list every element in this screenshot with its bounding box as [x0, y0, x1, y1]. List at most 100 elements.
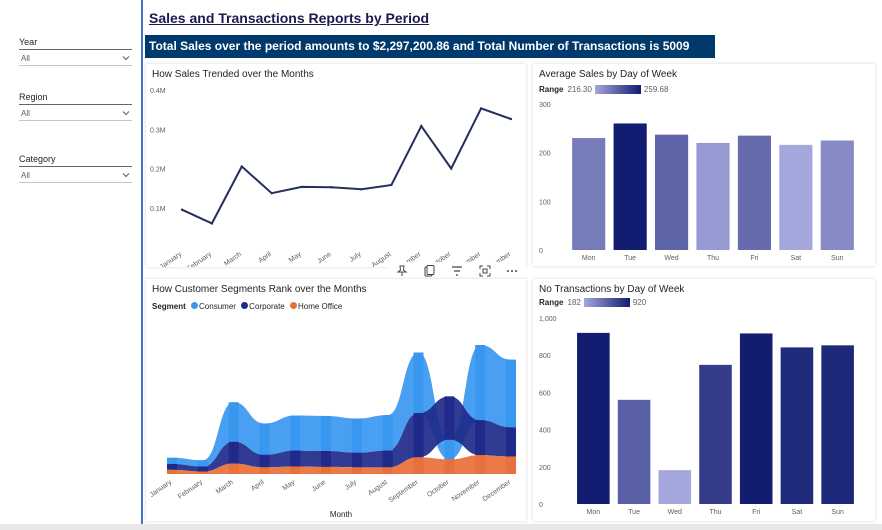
sales-trend-chart: 0.1M 0.2M 0.3M 0.4M January February March Apri…	[150, 88, 513, 267]
bar-mon	[572, 138, 606, 250]
transactions-range-legend: Range 182 920	[539, 298, 646, 307]
segment-column	[321, 451, 332, 467]
y-tick-label: 300	[539, 102, 551, 109]
x-tick-label: October	[426, 479, 451, 499]
x-tick-label: September	[388, 479, 421, 505]
sales-trend-card[interactable]: How Sales Trended over the Months 0.1M 0.…	[146, 64, 526, 267]
copy-icon[interactable]	[422, 264, 436, 278]
segment-column	[167, 469, 177, 474]
sidebar-divider	[141, 0, 143, 524]
sales-point	[240, 165, 244, 168]
segment-column	[413, 413, 424, 458]
segment-column	[321, 415, 332, 452]
segment-column	[228, 402, 239, 442]
avg-sales-dow-card[interactable]: Average Sales by Day of Week Range 216.3…	[533, 64, 875, 266]
sales-point	[300, 185, 303, 189]
bar-tue	[613, 123, 647, 250]
chevron-down-icon	[122, 56, 130, 61]
x-tick-label: Sun	[831, 509, 844, 516]
x-tick-label: February	[186, 251, 213, 267]
bar-mon	[577, 332, 610, 504]
x-tick-label: February	[177, 479, 204, 501]
segment-column	[475, 455, 486, 474]
x-tick-label: Sun	[831, 255, 844, 262]
segment-column	[382, 467, 393, 474]
y-tick-label: 0	[539, 248, 543, 255]
x-tick-label: April	[250, 479, 266, 493]
bar-thu	[699, 364, 732, 504]
transactions-title: No Transactions by Day of Week	[539, 284, 685, 295]
segment-column	[444, 396, 455, 440]
segment-column	[197, 460, 208, 467]
segment-column	[382, 415, 393, 451]
legend-home-office[interactable]: Home Office	[297, 302, 343, 311]
segment-column	[290, 450, 301, 467]
sales-line	[181, 107, 512, 225]
range-max-label: 259.68	[643, 85, 669, 94]
segment-column	[413, 352, 424, 414]
x-tick-label: July	[344, 479, 359, 492]
segment-column	[259, 454, 270, 468]
segment-column	[351, 418, 362, 453]
segments-chart: January February March April May June July Augu…	[149, 345, 516, 519]
sales-point	[210, 222, 214, 225]
region-slicer: Region All	[19, 92, 132, 121]
segment-column	[506, 359, 516, 428]
bar-fri	[737, 135, 771, 250]
y-tick-label: 400	[539, 428, 551, 435]
range-legend-label: Range	[539, 298, 564, 307]
x-tick-label: Thu	[709, 509, 721, 516]
sales-point	[509, 117, 513, 121]
transactions-chart: 0 200 400 600 800 1,000 Mon Tue Wed Thu Fri Sat Sun	[539, 316, 854, 516]
year-slicer: Year All	[19, 37, 132, 66]
bar-sat	[780, 347, 814, 504]
y-tick-label: 0.4M	[150, 88, 166, 95]
focus-mode-icon[interactable]	[478, 264, 492, 278]
category-dropdown-value: All	[21, 171, 30, 180]
segment-column	[321, 466, 332, 474]
y-tick-label: 100	[539, 199, 551, 206]
year-dropdown[interactable]: All	[19, 53, 132, 66]
bar-sun	[820, 140, 854, 250]
segment-column	[444, 439, 455, 460]
y-tick-label: 200	[539, 151, 551, 158]
x-tick-label: Mon	[587, 509, 601, 516]
pin-icon[interactable]	[395, 264, 409, 278]
chevron-down-icon	[122, 173, 130, 178]
transactions-dow-card[interactable]: No Transactions by Day of Week Range 182…	[533, 279, 875, 521]
category-dropdown[interactable]: All	[19, 170, 132, 183]
segment-column	[228, 441, 239, 464]
x-tick-label: January	[149, 479, 174, 499]
bar-sat	[779, 144, 813, 250]
segment-column	[197, 471, 208, 474]
range-gradient	[583, 298, 630, 307]
segments-title: How Customer Segments Rank over the Mont…	[152, 284, 367, 295]
x-tick-label: March	[223, 251, 243, 267]
segment-column	[290, 466, 301, 474]
segment-column	[506, 456, 516, 474]
legend-corporate[interactable]: Corporate	[249, 302, 285, 311]
x-tick-label: December	[482, 479, 513, 504]
summary-banner: Total Sales over the period amounts to $…	[145, 35, 715, 58]
legend-consumer[interactable]: Consumer	[199, 302, 236, 311]
region-dropdown[interactable]: All	[19, 108, 132, 121]
avg-sales-range-legend: Range 216.30 259.68	[539, 85, 668, 94]
legend-dot-corporate	[241, 302, 249, 310]
bar-wed	[655, 134, 689, 250]
segment-legend: Segment Consumer Corporate Home Office	[152, 302, 342, 311]
segment-column	[351, 467, 362, 474]
year-dropdown-value: All	[21, 54, 30, 63]
segment-column	[444, 459, 455, 474]
sales-point	[479, 107, 483, 110]
segment-column	[167, 463, 177, 470]
bar-fri	[739, 333, 773, 504]
segment-legend-title: Segment	[152, 302, 186, 311]
y-tick-label: 200	[539, 465, 551, 472]
filter-icon[interactable]	[450, 264, 464, 278]
region-slicer-title: Region	[19, 92, 132, 105]
range-max-label: 920	[632, 298, 647, 307]
segments-rank-card[interactable]: How Customer Segments Rank over the Mont…	[146, 279, 526, 521]
more-options-icon[interactable]	[505, 264, 519, 278]
sales-trend-title: How Sales Trended over the Months	[152, 69, 314, 80]
sales-point	[180, 208, 184, 211]
